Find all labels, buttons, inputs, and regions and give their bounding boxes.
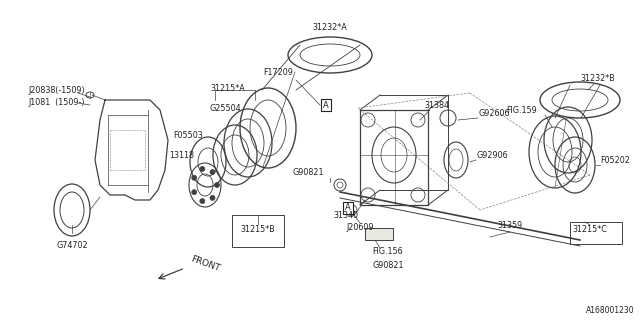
Text: G90821: G90821 xyxy=(292,167,324,177)
Text: 31232*A: 31232*A xyxy=(312,22,348,31)
Text: J1081  (1509-): J1081 (1509-) xyxy=(28,98,84,107)
Text: 31340: 31340 xyxy=(333,211,358,220)
Text: FIG.156: FIG.156 xyxy=(372,247,403,257)
Ellipse shape xyxy=(214,182,220,188)
Ellipse shape xyxy=(192,190,196,195)
Text: 31232*B: 31232*B xyxy=(580,74,616,83)
Bar xyxy=(570,222,622,244)
Text: J20838(-1509): J20838(-1509) xyxy=(28,85,84,94)
Text: 31215*A: 31215*A xyxy=(211,84,245,92)
Text: F17209: F17209 xyxy=(263,68,293,76)
Text: FRONT: FRONT xyxy=(189,254,221,274)
Text: 31215*B: 31215*B xyxy=(241,226,275,235)
Bar xyxy=(360,110,428,205)
Text: G74702: G74702 xyxy=(56,241,88,250)
Text: A: A xyxy=(345,204,351,212)
Text: FIG.159: FIG.159 xyxy=(506,106,537,115)
Ellipse shape xyxy=(210,196,215,200)
Text: 31384: 31384 xyxy=(424,100,449,109)
Text: G90821: G90821 xyxy=(372,260,404,269)
Text: 31215*C: 31215*C xyxy=(573,226,607,235)
Text: G92906: G92906 xyxy=(476,150,508,159)
Text: F05503: F05503 xyxy=(173,131,203,140)
Text: 13118: 13118 xyxy=(170,150,195,159)
Ellipse shape xyxy=(210,170,215,175)
Bar xyxy=(365,228,393,240)
Ellipse shape xyxy=(200,199,205,204)
Text: 31359: 31359 xyxy=(497,220,523,229)
Ellipse shape xyxy=(200,166,205,172)
Text: A: A xyxy=(323,100,329,109)
Text: A168001230: A168001230 xyxy=(586,306,635,315)
Text: G92606: G92606 xyxy=(478,108,509,117)
Text: G25504: G25504 xyxy=(209,103,241,113)
Text: J20609: J20609 xyxy=(346,223,374,233)
Text: F05202: F05202 xyxy=(600,156,630,164)
Ellipse shape xyxy=(192,175,196,180)
Bar xyxy=(232,215,284,247)
